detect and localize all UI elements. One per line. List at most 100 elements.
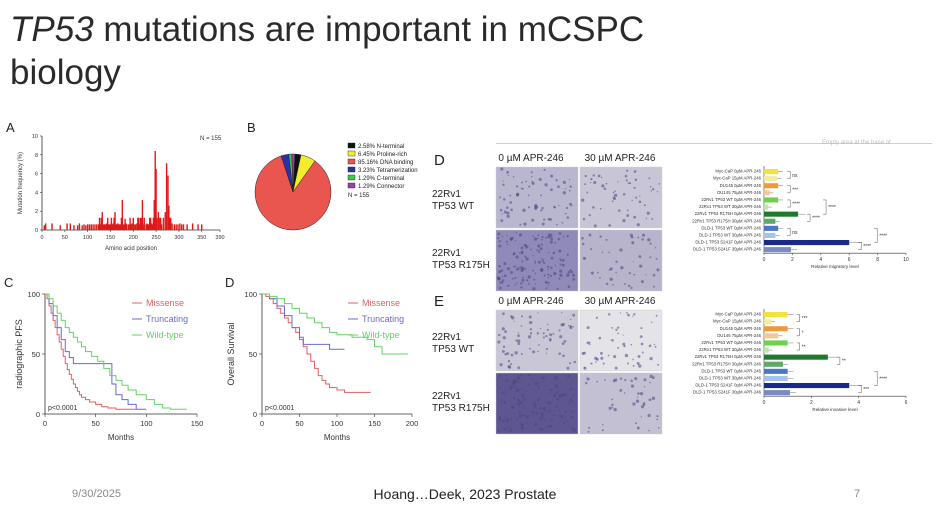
x-tick-label: 8 <box>876 257 879 263</box>
series-line-missense <box>262 293 371 393</box>
micrograph-mutant-control-cell <box>542 260 545 263</box>
y-axis-label: Mutation frequency (%) <box>18 152 24 214</box>
micrograph-mutant-control-cell <box>512 396 516 400</box>
panel-d-overall-survival-chart: 0 50 100 0 50 100 150 200 Missense Truncating Wild… <box>226 290 418 442</box>
micrograph-mutant-control-cell <box>514 386 517 389</box>
mutation-bar <box>170 217 172 230</box>
x-tick-label: 6 <box>905 400 908 406</box>
micrograph-mutant-treated-cell <box>632 261 634 263</box>
micrograph-wt-control-cell <box>515 339 518 342</box>
mutation-bar <box>138 224 141 230</box>
micrograph-wt-treated-cell <box>640 327 643 330</box>
micrograph-wt-control-cell <box>503 198 506 201</box>
micrograph-mutant-control-cell <box>567 270 571 274</box>
y-tick-label: 0 <box>36 410 40 419</box>
mutation-bar <box>110 217 113 230</box>
pie-slice-dna-binding <box>254 155 332 231</box>
micrograph-wt-control-cell <box>567 324 570 327</box>
micrograph-wt-treated-cell <box>626 214 630 217</box>
micrograph-wt-control-cell <box>569 362 572 365</box>
micrograph-wt-control-cell <box>510 208 513 212</box>
micrograph-mutant-control-cell <box>500 399 502 402</box>
legend-swatch <box>347 166 356 173</box>
legend-entry: Truncating <box>362 314 404 324</box>
mutation-bar <box>73 225 75 230</box>
micrograph-mutant-control-cell <box>503 262 507 266</box>
micrograph-mutant-control-cell <box>549 233 553 238</box>
micrograph-mutant-control-cell <box>534 262 536 264</box>
micrograph-wt-treated-cell <box>648 344 652 348</box>
significance-label: *** <box>792 187 798 193</box>
micrograph-wt-control-cell <box>563 340 567 343</box>
micrograph-mutant-control-cell <box>520 414 524 417</box>
footer-citation: Hoang…Deek, 2023 Prostate <box>373 486 557 502</box>
micrograph-wt-treated-cell <box>611 327 614 329</box>
micrograph-wt-control-cell <box>520 353 523 356</box>
micrograph-wt-treated-cell <box>657 363 660 366</box>
micrograph-mutant-control-cell <box>516 267 520 271</box>
micrograph-mutant-treated-cell <box>605 282 609 286</box>
micrograph-wt-treated-cell <box>653 343 656 346</box>
micrograph-mutant-treated-cell <box>609 277 613 281</box>
micrograph-wt-control-cell <box>522 208 526 212</box>
mutation-bar <box>128 224 130 230</box>
micrograph-mutant-control-cell <box>569 398 573 402</box>
mutation-bar <box>99 224 102 230</box>
mutation-bar <box>147 224 149 230</box>
micrograph-mutant-treated-cell <box>585 381 588 385</box>
significance-bracket <box>787 171 791 179</box>
micrograph-mutant-control-cell <box>516 398 519 401</box>
micrograph-mutant-control-cell <box>504 416 506 419</box>
micrograph-wt-control-cell <box>500 219 504 222</box>
micrograph-wt-treated-cell <box>637 354 641 358</box>
micrograph-mutant-control-cell <box>537 387 540 390</box>
micrograph-mutant-control-cell <box>514 380 518 383</box>
micrograph-wt-control-cell <box>565 206 569 210</box>
micrograph-mutant-control-cell <box>554 242 557 244</box>
micrograph-wt-treated-cell <box>586 191 589 194</box>
micrograph-mutant-control-cell <box>535 412 539 415</box>
p-value-annotation: p<0.0001 <box>265 405 294 412</box>
category-label: 22Rv1 TP53 WT 0µM APR-246 <box>701 340 761 345</box>
micrograph-wt-treated-cell <box>626 169 629 172</box>
micrograph-wt-treated-cell <box>633 170 637 173</box>
micrograph-mutant-control-cell <box>543 417 545 420</box>
micrograph-mutant-control-cell <box>539 407 542 410</box>
micrograph-mutant-control-cell <box>534 272 537 275</box>
micrograph-mutant-control-cell <box>501 378 504 380</box>
micrograph-wt-control-cell <box>520 325 523 327</box>
micrograph-mutant-control-cell <box>557 237 561 241</box>
y-tick-label: 0 <box>35 228 38 234</box>
micrograph-mutant-treated-cell <box>627 284 631 288</box>
micrograph-mutant-control-cell <box>505 379 509 383</box>
micrograph-wt-control-cell <box>542 332 545 335</box>
micrograph-mutant-treated-cell <box>615 260 618 264</box>
category-label: DLD-1 TP53 WT 0µM APR-246 <box>701 225 761 230</box>
micrograph-wt-control-cell <box>499 196 502 199</box>
x-tick-label: 300 <box>174 235 183 241</box>
x-tick-label: 50 <box>295 419 303 428</box>
y-tick-label: 50 <box>249 350 257 359</box>
micrograph-mutant-control-cell <box>514 239 517 242</box>
mutation-bar <box>167 175 169 230</box>
mutation-bar <box>78 223 81 230</box>
micrograph-mutant-control-cell <box>498 240 500 243</box>
bar <box>764 383 850 389</box>
top-divider <box>496 143 932 145</box>
micrograph-wt-control-cell <box>543 168 546 171</box>
significance-bracket <box>787 228 791 236</box>
micrograph-wt-treated-cell <box>649 356 653 361</box>
micrograph-mutant-control-cell <box>559 259 562 262</box>
micrograph-wt-control-cell <box>539 327 542 330</box>
micrograph-mutant-control-cell <box>555 405 559 408</box>
micrograph-mutant-control-cell <box>519 401 523 405</box>
micrograph-mutant-control-cell <box>527 373 530 377</box>
mutation-bar <box>143 217 145 230</box>
micrograph-mutant-control-cell <box>537 234 540 237</box>
mutation-bar <box>154 151 156 230</box>
micrograph-mutant-control-cell <box>530 248 532 251</box>
mutation-bar <box>123 224 125 230</box>
mutation-bar <box>107 224 110 230</box>
micrograph-wt-treated-cell <box>652 188 655 191</box>
mutation-bar <box>117 224 120 230</box>
